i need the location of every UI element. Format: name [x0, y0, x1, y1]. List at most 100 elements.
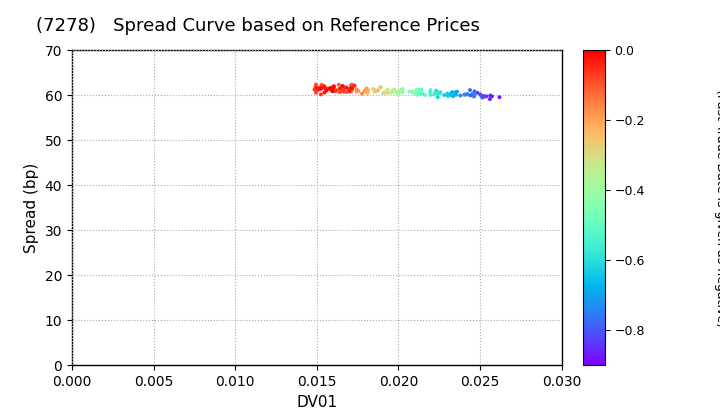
Point: [408, 89, 419, 96]
Point: [351, 88, 363, 95]
Point: [382, 86, 393, 93]
Point: [447, 91, 459, 98]
Point: [315, 84, 327, 91]
Point: [449, 89, 461, 95]
Point: [313, 84, 325, 91]
Point: [432, 94, 444, 100]
Point: [326, 84, 338, 91]
Point: [442, 92, 454, 99]
Point: [479, 93, 490, 100]
Point: [476, 93, 487, 100]
Point: [343, 87, 355, 93]
Point: [349, 83, 361, 89]
Point: [468, 93, 480, 100]
Point: [346, 82, 357, 89]
Point: [341, 89, 353, 95]
Y-axis label: Time in years between 5/16/2025 and Trade Date
(Past Trade Date is given as nega: Time in years between 5/16/2025 and Trad…: [714, 52, 720, 363]
Point: [322, 85, 333, 92]
Point: [343, 88, 355, 94]
Point: [338, 85, 350, 92]
Point: [410, 89, 422, 95]
Point: [330, 88, 341, 94]
Point: [334, 85, 346, 92]
Point: [459, 91, 471, 98]
Point: [391, 89, 402, 96]
Point: [393, 91, 405, 97]
Point: [435, 89, 446, 96]
Point: [356, 90, 368, 97]
Point: [462, 91, 473, 98]
Point: [325, 86, 337, 93]
Point: [362, 87, 374, 93]
Point: [327, 88, 338, 94]
Point: [319, 89, 330, 96]
Point: [434, 89, 446, 96]
Point: [469, 88, 480, 94]
Point: [369, 88, 380, 95]
Point: [397, 89, 408, 95]
Point: [441, 90, 453, 97]
Point: [459, 92, 470, 98]
Point: [394, 88, 405, 95]
Point: [412, 86, 423, 93]
Point: [425, 89, 436, 95]
Point: [325, 85, 337, 92]
Point: [328, 83, 340, 90]
Point: [433, 90, 444, 97]
Point: [346, 85, 358, 92]
Point: [446, 92, 457, 99]
Point: [444, 91, 455, 98]
Point: [346, 86, 358, 93]
Point: [415, 86, 427, 93]
Point: [353, 87, 364, 94]
Point: [428, 91, 440, 98]
Point: [477, 94, 488, 101]
Point: [396, 87, 408, 93]
Point: [348, 82, 360, 89]
Point: [309, 86, 320, 93]
Point: [310, 84, 321, 91]
Point: [379, 89, 391, 96]
Point: [450, 92, 462, 98]
Point: [338, 88, 350, 95]
Point: [433, 90, 445, 97]
Point: [428, 90, 440, 97]
Point: [392, 90, 404, 97]
Point: [324, 86, 336, 93]
Point: [379, 89, 391, 96]
Point: [361, 89, 372, 96]
Point: [315, 85, 326, 92]
Point: [318, 83, 330, 90]
Point: [318, 83, 330, 89]
Point: [320, 86, 332, 92]
Point: [328, 83, 340, 90]
Point: [310, 84, 321, 90]
Point: [316, 81, 328, 88]
Point: [346, 88, 357, 95]
Point: [374, 84, 386, 91]
Point: [390, 88, 402, 95]
Y-axis label: Spread (bp): Spread (bp): [24, 163, 39, 253]
Point: [328, 87, 339, 94]
Point: [314, 86, 325, 93]
Point: [336, 83, 348, 89]
Point: [370, 87, 382, 94]
Point: [328, 88, 339, 94]
Point: [484, 96, 495, 102]
Point: [372, 87, 384, 94]
Point: [330, 87, 342, 94]
Point: [384, 89, 395, 96]
Point: [344, 86, 356, 92]
Point: [416, 90, 428, 97]
Point: [468, 91, 480, 97]
Point: [472, 89, 483, 96]
Point: [333, 81, 344, 88]
Point: [343, 86, 355, 92]
Point: [447, 93, 459, 100]
Point: [346, 81, 357, 88]
Point: [462, 91, 473, 97]
Point: [389, 88, 400, 95]
Point: [328, 84, 339, 91]
Point: [320, 87, 332, 94]
Point: [451, 88, 463, 95]
